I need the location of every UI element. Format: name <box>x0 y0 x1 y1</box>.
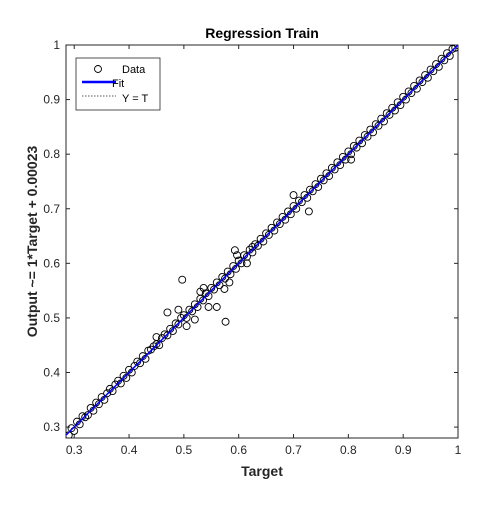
data-point <box>385 110 394 119</box>
data-point <box>352 143 361 152</box>
data-point <box>81 413 90 422</box>
legend-entry-label: Fit <box>112 78 124 90</box>
y-tick-label: 1 <box>53 38 60 52</box>
x-tick-label: 0.9 <box>395 443 412 457</box>
x-tick-label: 0.6 <box>230 443 247 457</box>
data-point <box>253 241 262 250</box>
x-tick-label: 1 <box>455 443 462 457</box>
data-point <box>94 400 103 409</box>
legend-data-marker <box>94 65 102 73</box>
legend: Data Fit Y = T <box>75 57 161 111</box>
data-point <box>190 315 199 324</box>
data-point <box>418 78 427 87</box>
data-point <box>67 424 76 433</box>
data-point <box>242 259 251 268</box>
data-point <box>319 176 328 185</box>
data-point <box>174 305 183 314</box>
data-point <box>178 275 187 284</box>
x-tick-label: 0.3 <box>66 443 83 457</box>
data-point <box>297 198 306 207</box>
data-point <box>225 278 234 287</box>
data-point <box>363 132 372 141</box>
y-axis-label: Output ~= 1*Target + 0.00023 <box>24 146 40 338</box>
data-point <box>264 230 273 239</box>
data-point <box>174 320 183 329</box>
data-point <box>212 303 221 311</box>
legend-entry-label: Data <box>122 64 146 76</box>
data-point <box>182 322 191 331</box>
chart-title: Regression Train <box>205 25 319 41</box>
data-point <box>289 191 298 200</box>
data-point <box>308 187 317 196</box>
data-point <box>451 45 458 52</box>
data-point <box>152 333 161 341</box>
data-point <box>163 331 172 340</box>
y-tick-label: 0.7 <box>43 202 60 216</box>
data-point <box>347 155 356 164</box>
legend-entry-label: Y = T <box>122 93 148 105</box>
y-tick-label: 0.6 <box>43 256 60 270</box>
data-point <box>230 246 239 255</box>
x-tick-label: 0.8 <box>340 443 357 457</box>
data-point <box>149 342 158 351</box>
data-point <box>304 207 313 216</box>
data-point <box>429 67 438 76</box>
data-point <box>119 371 128 380</box>
data-point <box>204 303 213 311</box>
data-point <box>374 121 383 130</box>
data-layer <box>66 45 458 438</box>
data-point <box>196 287 205 296</box>
data-point <box>168 327 177 335</box>
data-point <box>330 165 339 174</box>
data-point <box>407 89 416 97</box>
data-point <box>210 285 218 294</box>
y-tick-label: 0.9 <box>43 93 60 107</box>
data-point <box>188 307 197 316</box>
y-tick-label: 0.8 <box>43 147 60 161</box>
y-tick-label: 0.5 <box>43 311 60 325</box>
data-point <box>83 411 92 420</box>
data-point <box>440 56 449 65</box>
x-tick-label: 0.7 <box>285 443 302 457</box>
y-tick-label: 0.4 <box>43 366 60 380</box>
data-point <box>136 359 144 368</box>
fit-line <box>66 45 458 436</box>
data-point <box>220 285 229 293</box>
data-point <box>103 389 112 398</box>
data-point <box>275 220 284 228</box>
y-tick-label: 0.3 <box>43 420 60 434</box>
data-point <box>108 387 117 396</box>
data-point <box>221 317 230 326</box>
x-tick-label: 0.4 <box>121 443 138 457</box>
x-axis-label: Target <box>241 463 283 479</box>
data-point <box>233 251 242 260</box>
data-point <box>163 308 172 317</box>
data-point <box>199 296 208 305</box>
x-tick-label: 0.5 <box>176 443 193 457</box>
legend-box <box>75 57 161 111</box>
plot-area: 0.3 0.4 0.5 0.6 0.7 0.8 0.9 1 0.3 0.4 0.5 0.6 0.7 0.8… <box>43 38 461 457</box>
